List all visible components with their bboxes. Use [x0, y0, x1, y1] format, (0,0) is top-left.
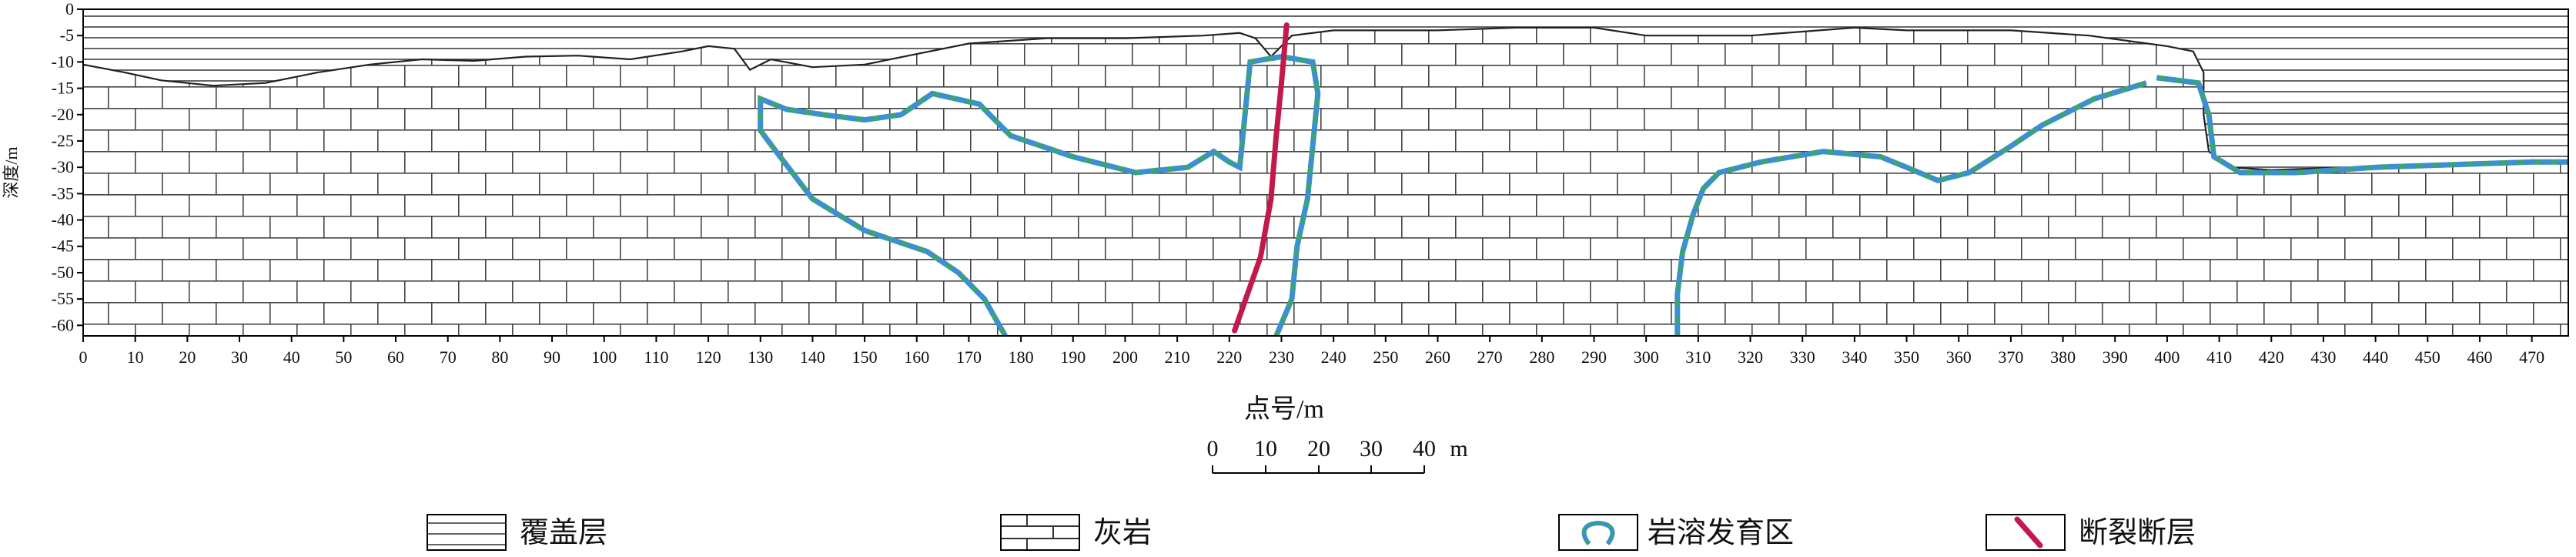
- legend-item-karst: 岩溶发育区: [1558, 514, 1794, 551]
- karst-zone-3-green: [2156, 75, 2568, 176]
- x-tick-label: 370: [1998, 347, 2023, 367]
- ground-surface-line: [83, 26, 2568, 171]
- x-tick-label: 180: [1009, 347, 1034, 367]
- x-tick-label: 90: [544, 347, 560, 367]
- legend-label-cover: 覆盖层: [520, 517, 607, 549]
- scale-label-30: 30: [1360, 436, 1383, 461]
- x-axis-label: 点号/m: [1244, 394, 1324, 424]
- scale-label-40: 40: [1413, 436, 1436, 461]
- x-tick-label: 150: [852, 347, 878, 367]
- legend-item-limestone: 灰岩: [1000, 514, 1152, 551]
- x-tick-label: 350: [1894, 347, 1919, 367]
- legend-label-karst: 岩溶发育区: [1648, 517, 1794, 549]
- legend-item-cover: 覆盖层: [427, 514, 607, 551]
- x-tick-label: 130: [748, 347, 773, 367]
- x-tick-label: 70: [440, 347, 457, 367]
- scale-label-10: 10: [1254, 436, 1277, 461]
- x-tick-label: 330: [1790, 347, 1815, 367]
- x-tick-label: 100: [591, 347, 617, 367]
- legend-label-fault: 断裂断层: [2079, 517, 2196, 549]
- x-tick-label: 240: [1321, 347, 1347, 367]
- y-tick-label: -50: [52, 263, 74, 282]
- x-tick-label: 290: [1581, 347, 1607, 367]
- karst-zone-1-green: [758, 53, 1321, 336]
- x-tick-label: 30: [231, 347, 248, 367]
- x-tick-label: 400: [2154, 347, 2180, 367]
- x-tick-label: 210: [1165, 347, 1190, 367]
- y-axis-ticks: 0 -5 -10 -15 -20 -25 -30 -35 -40 -45 -50 -55 -60: [52, 0, 83, 334]
- y-tick-label: -20: [52, 105, 74, 124]
- x-tick-label: 300: [1634, 347, 1659, 367]
- y-tick-label: -5: [60, 25, 74, 45]
- fault-line: [1232, 22, 1290, 334]
- x-axis-ticks: 0 10 20 30 40 50 60 70 80 90 100 110 120 130 140 150 160…: [79, 336, 2544, 367]
- x-tick-label: 170: [956, 347, 982, 367]
- x-tick-label: 200: [1112, 347, 1138, 367]
- legend-swatch-karst: [1558, 514, 1638, 551]
- x-tick-label: 230: [1269, 347, 1294, 367]
- x-tick-label: 110: [644, 347, 668, 367]
- x-tick-label: 280: [1529, 347, 1554, 367]
- x-tick-label: 220: [1216, 347, 1242, 367]
- y-tick-label: -25: [52, 131, 74, 150]
- x-tick-label: 430: [2310, 347, 2336, 367]
- scale-unit: m: [1450, 436, 1467, 461]
- x-tick-label: 450: [2415, 347, 2441, 367]
- x-tick-label: 410: [2206, 347, 2232, 367]
- x-tick-label: 310: [1685, 347, 1711, 367]
- karst-zones: [758, 53, 2568, 336]
- x-tick-label: 190: [1060, 347, 1086, 367]
- x-tick-label: 360: [1946, 347, 1972, 367]
- legend-swatch-limestone: [1001, 515, 1079, 550]
- y-tick-label: -45: [52, 237, 74, 256]
- y-axis-label: 深度/m: [2, 146, 21, 198]
- karst-zone-3-blue: [2156, 75, 2568, 176]
- x-tick-label: 390: [2103, 347, 2128, 367]
- x-tick-label: 20: [179, 347, 196, 367]
- x-tick-label: 250: [1373, 347, 1398, 367]
- x-tick-label: 50: [335, 347, 352, 367]
- karst-zone-2-blue: [1674, 80, 2147, 336]
- scale-label-0: 0: [1207, 436, 1219, 461]
- x-tick-label: 260: [1425, 347, 1450, 367]
- x-tick-label: 10: [127, 347, 144, 367]
- scale-bar: 0 10 20 30 40 m: [1207, 436, 1468, 474]
- x-tick-label: 440: [2363, 347, 2388, 367]
- legend-label-limestone: 灰岩: [1093, 517, 1152, 549]
- x-tick-label: 460: [2467, 347, 2492, 367]
- x-tick-label: 320: [1738, 347, 1763, 367]
- legend-item-fault: 断裂断层: [1986, 514, 2196, 551]
- x-tick-label: 140: [800, 347, 825, 367]
- legend: 覆盖层 灰岩 岩溶发育区 断裂断层: [427, 514, 2196, 551]
- y-tick-label: -15: [52, 79, 74, 98]
- y-tick-label: -60: [52, 315, 74, 334]
- x-tick-label: 40: [283, 347, 300, 367]
- x-tick-label: 380: [2050, 347, 2076, 367]
- x-tick-label: 470: [2519, 347, 2544, 367]
- y-tick-label: -55: [52, 289, 74, 308]
- plot-frame: [82, 8, 2569, 337]
- x-tick-label: 120: [696, 347, 721, 367]
- x-tick-label: 340: [1842, 347, 1867, 367]
- y-tick-label: 0: [65, 0, 74, 18]
- scale-label-20: 20: [1307, 436, 1330, 461]
- x-tick-label: 80: [491, 347, 508, 367]
- x-tick-label: 160: [904, 347, 929, 367]
- y-tick-label: -40: [52, 210, 74, 230]
- x-tick-label: 0: [79, 347, 88, 367]
- y-tick-label: -35: [52, 183, 74, 203]
- karst-zone-1-blue: [758, 53, 1321, 336]
- y-tick-label: -10: [52, 52, 74, 71]
- limestone-layer-pattern: [83, 27, 2568, 336]
- x-tick-label: 420: [2259, 347, 2284, 367]
- plot-area: 0 10 20 30 40 50 60 70 80 90 100 110 120 130 140 150 160…: [2, 0, 2569, 424]
- y-tick-label: -30: [52, 157, 74, 176]
- x-tick-label: 60: [387, 347, 404, 367]
- x-tick-label: 270: [1477, 347, 1503, 367]
